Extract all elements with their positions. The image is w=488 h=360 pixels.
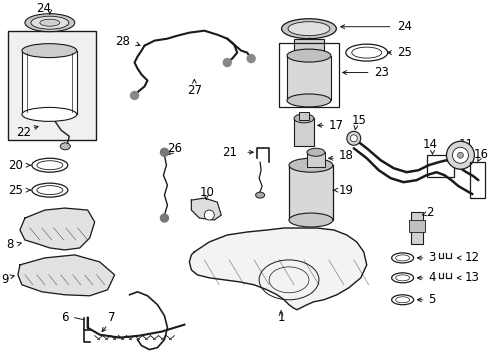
- Text: 22: 22: [16, 126, 31, 139]
- Polygon shape: [189, 228, 366, 310]
- Text: 24: 24: [396, 20, 411, 33]
- Bar: [298, 112, 308, 120]
- Bar: [426, 155, 453, 177]
- Ellipse shape: [40, 19, 60, 26]
- Bar: [286, 55, 330, 100]
- Text: 10: 10: [200, 186, 214, 199]
- Text: 24: 24: [36, 2, 51, 15]
- Circle shape: [160, 148, 168, 156]
- Text: 27: 27: [186, 84, 202, 97]
- Text: 15: 15: [350, 114, 366, 127]
- Text: 3: 3: [427, 251, 435, 264]
- Text: 14: 14: [422, 138, 437, 151]
- Ellipse shape: [286, 94, 330, 107]
- Bar: [22, 51, 77, 114]
- Text: 25: 25: [8, 184, 23, 197]
- Circle shape: [456, 152, 463, 158]
- Ellipse shape: [286, 49, 330, 62]
- Polygon shape: [191, 198, 221, 220]
- Ellipse shape: [288, 213, 332, 227]
- Bar: [469, 162, 485, 198]
- Ellipse shape: [288, 158, 332, 172]
- Text: 17: 17: [328, 119, 343, 132]
- Polygon shape: [20, 208, 95, 250]
- Text: 18: 18: [338, 149, 353, 162]
- Circle shape: [446, 141, 473, 169]
- Text: 21: 21: [222, 146, 237, 159]
- Circle shape: [246, 55, 255, 63]
- Text: 9: 9: [1, 273, 9, 286]
- Circle shape: [130, 91, 138, 99]
- Bar: [410, 212, 422, 244]
- Text: 7: 7: [108, 311, 115, 324]
- Text: 23: 23: [373, 66, 388, 79]
- Text: 6: 6: [61, 311, 68, 324]
- Text: 11: 11: [458, 138, 473, 151]
- Text: 2: 2: [426, 206, 433, 219]
- Ellipse shape: [281, 19, 336, 39]
- Text: 20: 20: [8, 159, 23, 172]
- Text: 4: 4: [427, 271, 435, 284]
- Ellipse shape: [22, 107, 77, 121]
- Ellipse shape: [287, 22, 329, 36]
- Text: 16: 16: [473, 148, 488, 161]
- Circle shape: [346, 131, 360, 145]
- Text: 13: 13: [464, 271, 478, 284]
- Bar: [408, 220, 424, 232]
- Ellipse shape: [293, 114, 313, 123]
- Polygon shape: [18, 255, 114, 296]
- Circle shape: [349, 135, 357, 142]
- Text: 26: 26: [166, 142, 182, 155]
- Bar: [293, 118, 313, 146]
- Bar: [8, 31, 96, 140]
- Circle shape: [160, 214, 168, 222]
- Circle shape: [451, 147, 468, 163]
- Circle shape: [223, 59, 231, 67]
- Ellipse shape: [60, 143, 70, 150]
- Bar: [279, 42, 338, 107]
- Text: 19: 19: [338, 184, 353, 197]
- Text: 8: 8: [6, 238, 14, 251]
- Bar: [306, 152, 324, 167]
- Circle shape: [204, 210, 214, 220]
- Ellipse shape: [25, 14, 75, 32]
- Text: 28: 28: [115, 35, 129, 48]
- Bar: [293, 39, 323, 51]
- Text: 12: 12: [464, 251, 478, 264]
- Ellipse shape: [306, 148, 324, 156]
- Ellipse shape: [22, 44, 77, 58]
- Ellipse shape: [255, 192, 264, 198]
- Text: 1: 1: [277, 311, 284, 324]
- Ellipse shape: [31, 16, 69, 29]
- Text: 25: 25: [396, 46, 411, 59]
- Bar: [288, 165, 332, 220]
- Text: 5: 5: [427, 293, 435, 306]
